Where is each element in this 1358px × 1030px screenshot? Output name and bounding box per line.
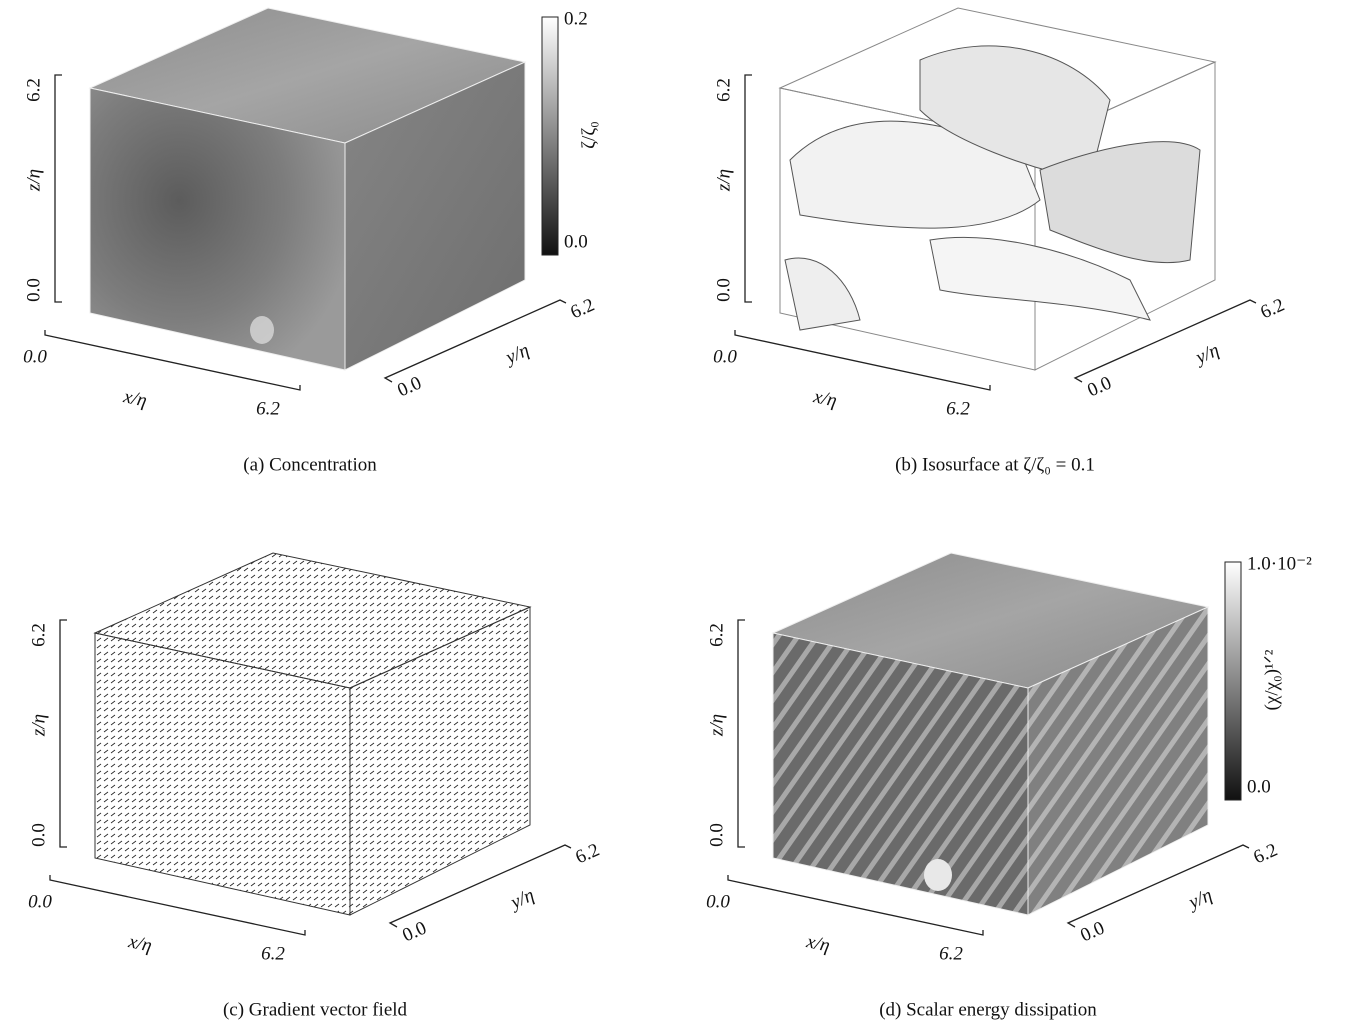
cube-c [95,553,530,915]
y-axis-label: y/η [1184,885,1216,914]
z-tick-label: 0.0 [28,823,49,847]
cube-d [773,553,1208,915]
y-tick-label: 6.2 [567,295,597,324]
y-tick-label: 0.0 [399,918,429,947]
z-axis-label: z/η [23,169,44,192]
z-tick-label: 6.2 [706,623,727,647]
y-tick-label: 6.2 [1257,295,1287,324]
x-axis [735,330,990,390]
caption: (a) Concentration [243,454,377,475]
z-axis-label: z/η [706,714,727,737]
cube-b [780,8,1215,370]
y-tick-label: 6.2 [572,840,602,869]
y-axis-label: y/η [506,885,538,914]
z-tick-label: 0.0 [23,278,44,302]
y-tick-label: 6.2 [1250,840,1280,869]
z-axis [55,75,62,302]
colorbar-tick-label: 1.0·10⁻² [1247,553,1312,574]
z-tick-label: 6.2 [23,78,44,102]
y-axis-label: y/η [1191,340,1223,369]
z-axis [60,620,67,847]
colorbar [542,17,558,255]
colorbar-tick-label: 0.0 [1247,776,1271,797]
y-axis-label: y/η [501,340,533,369]
x-axis-label: x/η [121,386,149,412]
figure: 6.2 0.0 z/η 0.0 6.2 x/η 0.0 6.2 y/η (a) Concentra… [0,0,1358,1030]
x-axis-label: x/η [811,386,839,412]
x-axis-label: x/η [126,931,154,957]
caption: (b) Isosurface at ζ/ζ₀ = 0.1 [895,454,1095,475]
z-axis [745,75,752,302]
z-tick-label: 6.2 [713,78,734,102]
x-axis-label: x/η [804,931,832,957]
colorbar [1225,562,1241,800]
x-tick-label: 6.2 [946,398,970,419]
x-tick-label: 6.2 [939,943,963,964]
caption: (c) Gradient vector field [223,999,408,1020]
caption: (d) Scalar energy dissipation [879,999,1097,1020]
y-axis [1075,300,1256,382]
z-tick-label: 0.0 [713,278,734,302]
colorbar-label: (χ/χ₀)¹ᐟ² [1261,649,1282,710]
z-axis-label: z/η [713,169,734,192]
x-tick-label: 6.2 [256,398,280,419]
x-tick-label: 0.0 [23,346,47,367]
x-tick-label: 6.2 [261,943,285,964]
y-tick-label: 0.0 [1084,373,1114,402]
cube-a [90,8,525,370]
colorbar-tick-label: 0.0 [564,231,588,252]
x-tick-label: 0.0 [28,891,52,912]
z-axis-label: z/η [28,714,49,737]
z-tick-label: 6.2 [28,623,49,647]
x-tick-label: 0.0 [706,891,730,912]
y-tick-label: 0.0 [394,373,424,402]
x-tick-label: 0.0 [713,346,737,367]
colorbar-label: ζ/ζ₀ [578,121,599,149]
z-tick-label: 0.0 [706,823,727,847]
colorbar-tick-label: 0.2 [564,8,588,29]
z-axis [738,620,745,847]
y-tick-label: 0.0 [1077,918,1107,947]
